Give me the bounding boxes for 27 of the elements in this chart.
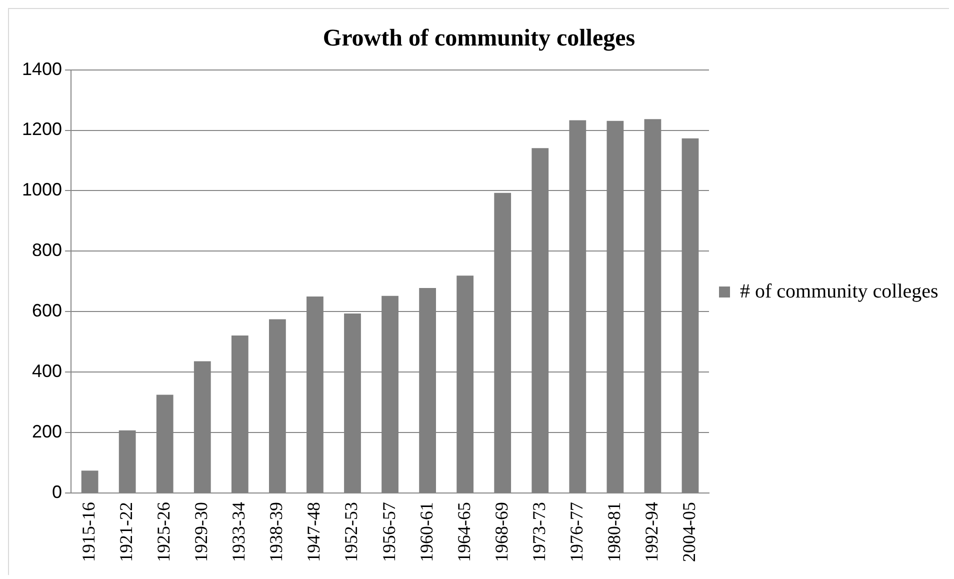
y-tick-label: 800 — [32, 240, 62, 260]
x-tick-label: 2004-05 — [678, 502, 699, 562]
x-tick-label: 1947-48 — [304, 502, 324, 562]
y-tick-label: 1200 — [22, 119, 62, 140]
x-tick-label: 1973-73 — [528, 502, 549, 562]
x-tick-label: 1960-61 — [416, 502, 436, 562]
x-tick-label: 1933-34 — [228, 502, 249, 562]
x-tick-label: 1915-16 — [78, 502, 99, 562]
x-tick-label: 1938-39 — [266, 502, 286, 562]
y-tick-label: 1000 — [22, 180, 62, 200]
x-tick-label: 1952-53 — [341, 502, 362, 562]
x-tick-label: 1925-26 — [154, 502, 174, 562]
y-tick-label: 400 — [32, 361, 62, 382]
x-tick-label: 1992-94 — [641, 502, 662, 562]
y-tick-label: 1400 — [22, 58, 62, 79]
x-tick-label: 1976-77 — [566, 502, 586, 562]
x-tick-label: 1929-30 — [191, 502, 212, 562]
x-tick-label: 1956-57 — [378, 502, 399, 562]
x-tick-label: 1968-69 — [491, 502, 512, 562]
y-tick-label: 0 — [52, 482, 62, 502]
legend-label: # of community colleges — [740, 280, 939, 302]
x-tick-label: 1980-81 — [604, 502, 624, 562]
x-tick-label: 1964-65 — [454, 502, 474, 562]
chart-title: Growth of community colleges — [322, 26, 636, 52]
x-tick-label: 1921-22 — [116, 502, 136, 562]
y-tick-label: 200 — [32, 422, 62, 442]
y-tick-label: 600 — [32, 300, 62, 321]
